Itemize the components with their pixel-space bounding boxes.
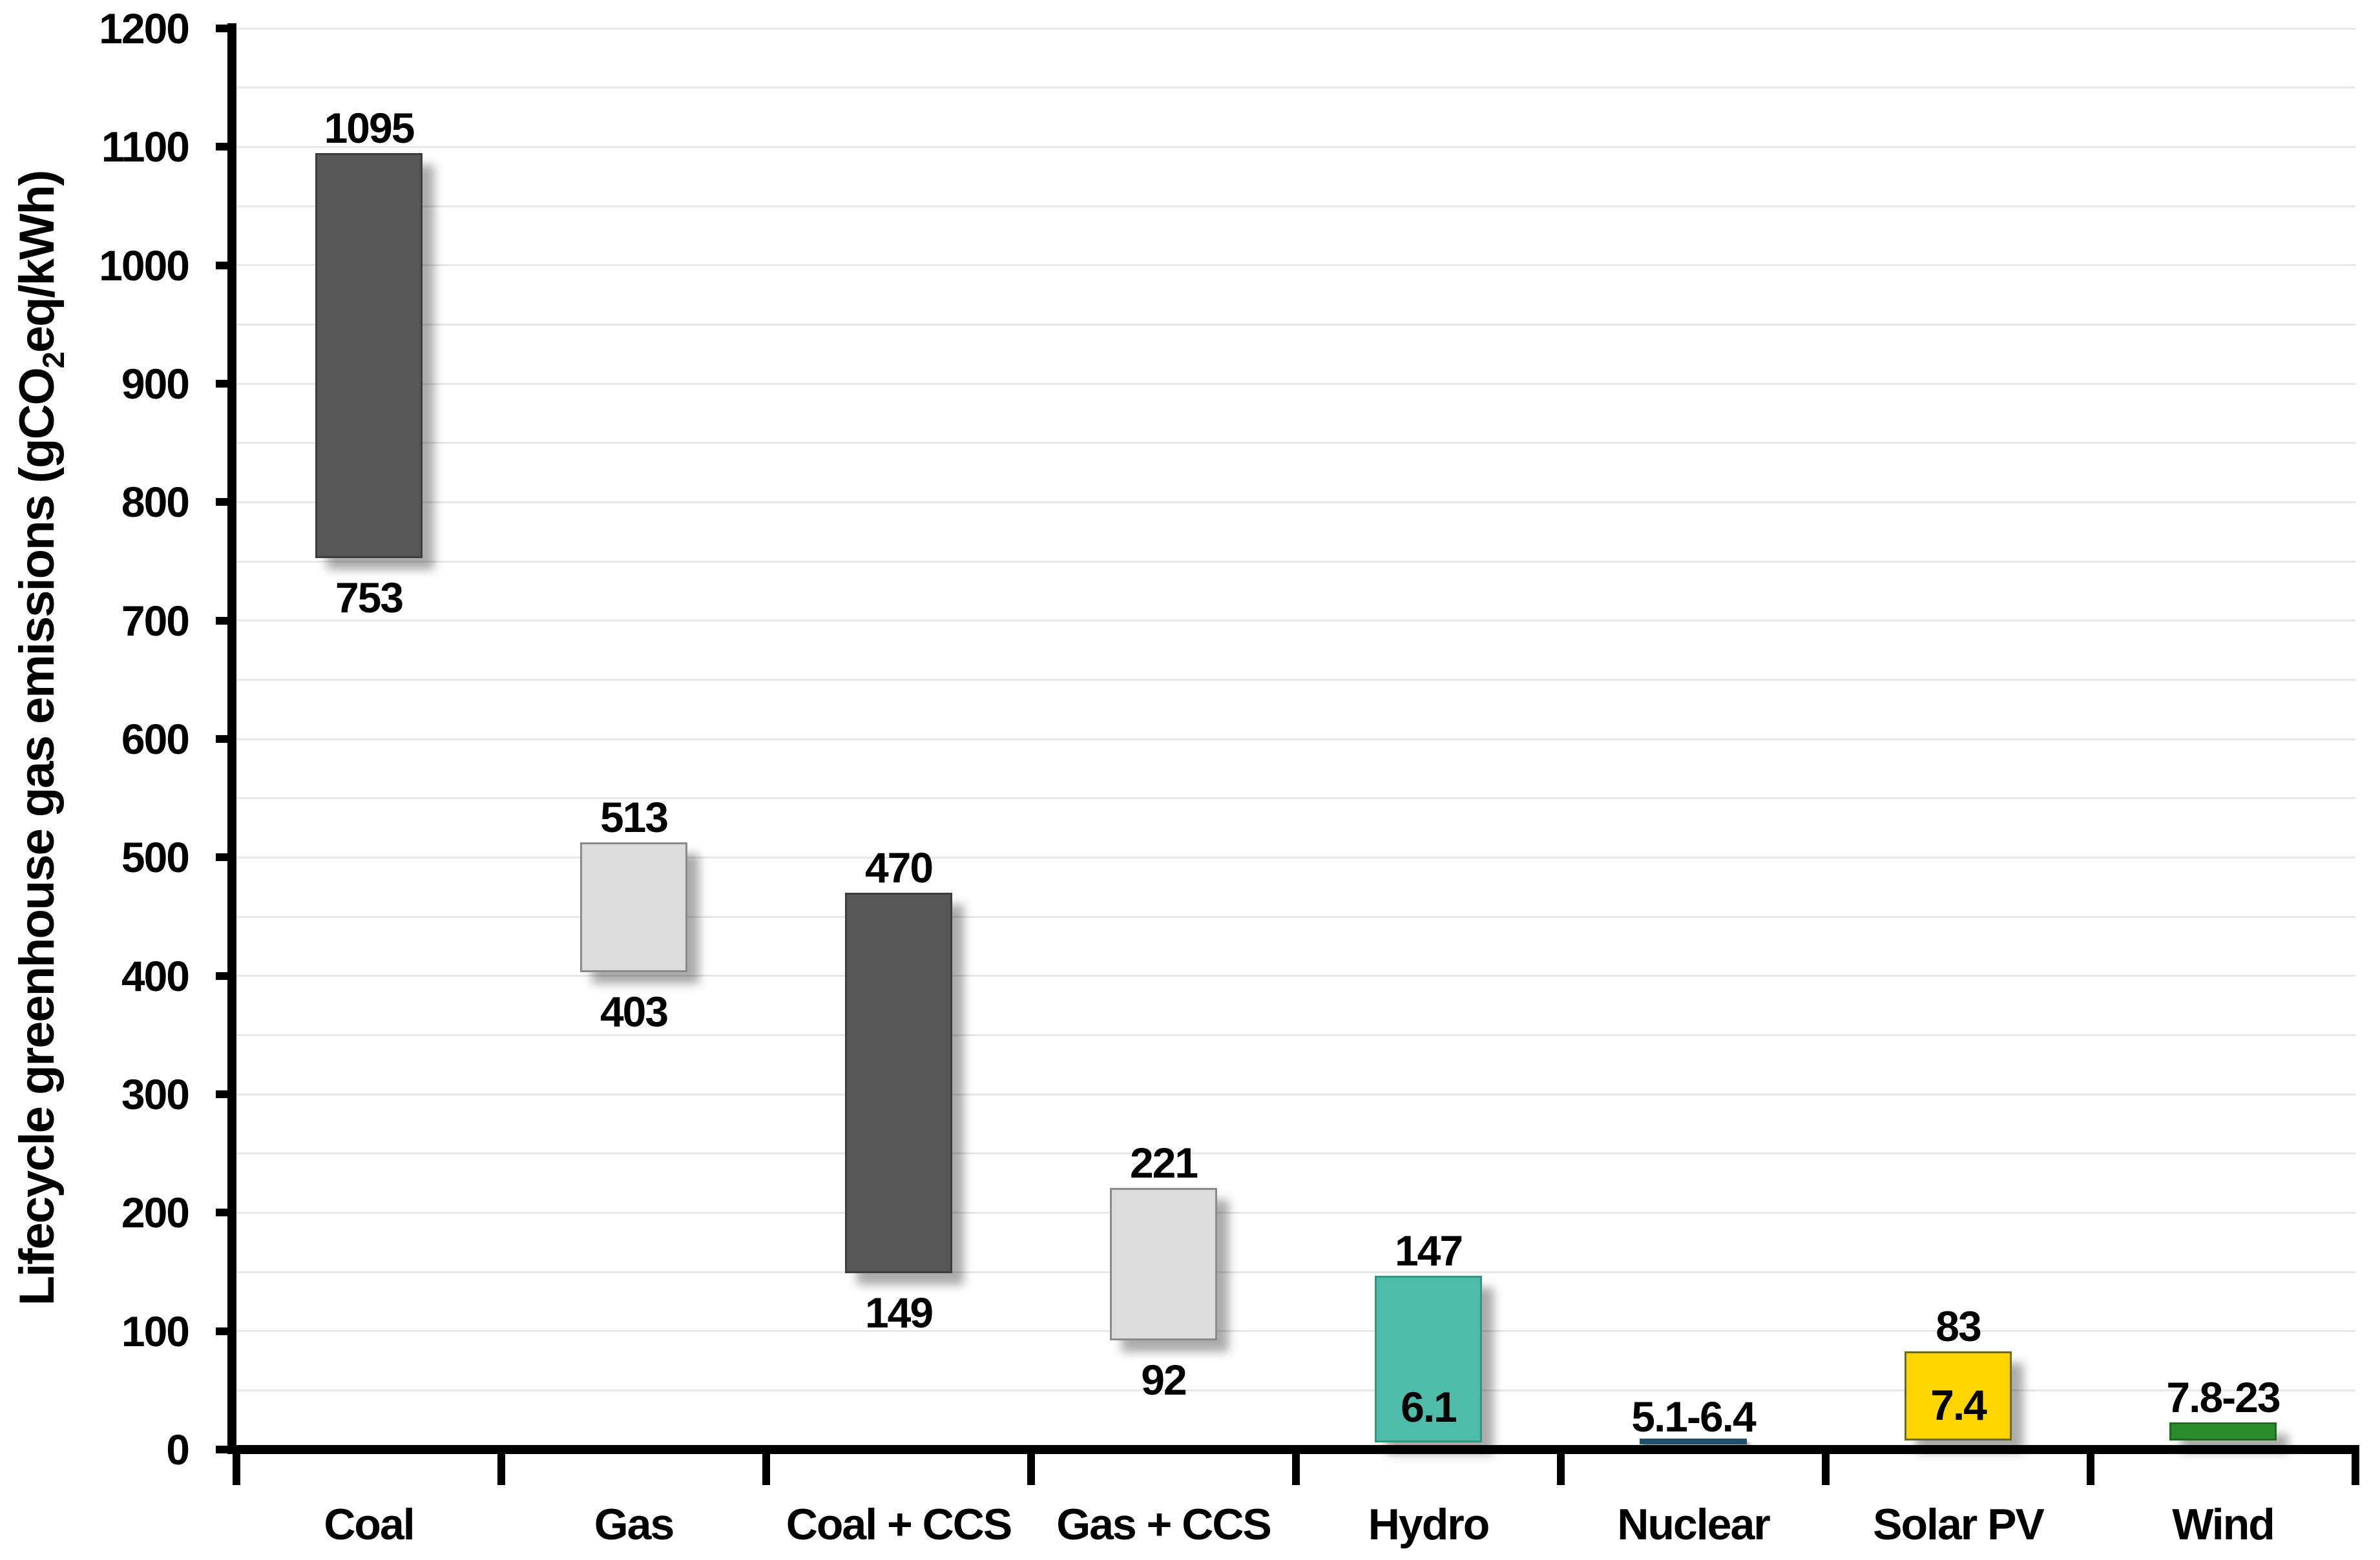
gridline-600 <box>236 738 2355 740</box>
y-tick-0 <box>216 1446 236 1453</box>
value-label-max-hydro: 147 <box>1394 1226 1463 1274</box>
x-tick-1 <box>497 1454 505 1485</box>
y-tick-label-300: 300 <box>121 1070 190 1118</box>
y-tick-label-100: 100 <box>121 1307 190 1355</box>
y-tick-400 <box>216 972 236 980</box>
value-label-max-solar-pv: 83 <box>1936 1302 1981 1350</box>
gridline-1050 <box>236 205 2355 207</box>
gridline-350 <box>236 1034 2355 1036</box>
x-tick-6 <box>1822 1454 1830 1485</box>
y-tick-200 <box>216 1209 236 1217</box>
category-label-gas: Gas <box>594 1500 675 1549</box>
x-tick-4 <box>1292 1454 1300 1485</box>
y-tick-900 <box>216 380 236 388</box>
bar-wind <box>2169 1422 2277 1440</box>
category-label-coal: Coal <box>324 1500 415 1549</box>
y-tick-label-500: 500 <box>121 833 190 882</box>
gridline-1100 <box>236 145 2355 148</box>
category-label-hydro: Hydro <box>1368 1500 1490 1549</box>
value-label-max-gas-ccs: 221 <box>1129 1138 1198 1187</box>
y-tick-300 <box>216 1090 236 1098</box>
category-label-coal-ccs: Coal + CCS <box>786 1500 1012 1549</box>
y-tick-800 <box>216 498 236 506</box>
value-label-min-gas: 403 <box>600 988 669 1036</box>
gridline-500 <box>236 856 2355 858</box>
bar-gas <box>580 842 687 973</box>
bar-gas-ccs <box>1110 1187 1217 1341</box>
gridline-150 <box>236 1271 2355 1273</box>
category-label-nuclear: Nuclear <box>1617 1500 1770 1549</box>
gridline-1000 <box>236 264 2355 267</box>
y-tick-500 <box>216 853 236 862</box>
category-label-gas-ccs: Gas + CCS <box>1056 1500 1272 1549</box>
y-tick-label-0: 0 <box>166 1426 190 1473</box>
gridline-550 <box>236 797 2355 800</box>
y-tick-1000 <box>216 261 236 269</box>
category-label-wind: Wind <box>2172 1500 2275 1549</box>
gridline-300 <box>236 1093 2355 1096</box>
y-tick-700 <box>216 616 236 625</box>
y-tick-1100 <box>216 143 236 151</box>
value-label-min-coal-ccs: 149 <box>864 1288 934 1336</box>
gridline-50 <box>236 1389 2355 1391</box>
x-axis-line <box>227 1445 2359 1454</box>
value-label-max-coal: 1095 <box>324 103 415 152</box>
category-label-solar-pv: Solar PV <box>1873 1500 2045 1549</box>
y-tick-label-1000: 1000 <box>99 241 190 289</box>
y-tick-label-800: 800 <box>121 478 190 526</box>
y-tick-label-700: 700 <box>121 596 190 645</box>
x-tick-2 <box>762 1454 770 1485</box>
y-tick-label-1200: 1200 <box>99 5 190 52</box>
value-label-max-coal-ccs: 470 <box>864 844 934 892</box>
value-label-min-gas-ccs: 92 <box>1141 1356 1187 1404</box>
gridline-400 <box>236 975 2355 977</box>
gridline-1150 <box>236 87 2355 89</box>
value-label-max-nuclear: 5.1-6.4 <box>1631 1393 1756 1441</box>
y-tick-label-900: 900 <box>121 360 190 408</box>
x-tick-8 <box>2352 1454 2359 1485</box>
gridline-850 <box>236 442 2355 444</box>
y-tick-1200 <box>216 25 236 32</box>
gridline-200 <box>236 1211 2355 1214</box>
gridline-800 <box>236 501 2355 503</box>
gridline-950 <box>236 323 2355 326</box>
y-tick-100 <box>216 1327 236 1335</box>
bar-coal <box>315 152 423 558</box>
x-tick-5 <box>1557 1454 1565 1485</box>
y-tick-label-600: 600 <box>121 715 190 763</box>
gridline-650 <box>236 678 2355 681</box>
bar-hydro <box>1375 1275 1482 1442</box>
gridline-1200 <box>236 27 2355 30</box>
gridline-100 <box>236 1330 2355 1333</box>
bar-nuclear <box>1640 1439 1747 1445</box>
y-tick-label-200: 200 <box>121 1189 190 1237</box>
x-tick-7 <box>2087 1454 2094 1485</box>
x-tick-3 <box>1027 1454 1035 1485</box>
x-tick-0 <box>233 1454 240 1485</box>
gridline-750 <box>236 560 2355 563</box>
value-label-max-gas: 513 <box>600 793 669 841</box>
value-label-inside-hydro: 6.1 <box>1401 1382 1457 1431</box>
gridline-250 <box>236 1152 2355 1155</box>
gridline-900 <box>236 382 2355 385</box>
y-tick-600 <box>216 735 236 743</box>
y-tick-label-400: 400 <box>121 952 190 1000</box>
y-tick-label-1100: 1100 <box>101 123 190 171</box>
value-label-max-wind: 7.8-23 <box>2166 1373 2281 1421</box>
gridline-700 <box>236 619 2355 622</box>
gridline-450 <box>236 915 2355 918</box>
value-label-min-coal: 753 <box>335 573 404 621</box>
bar-solar-pv <box>1905 1351 2012 1441</box>
bar-coal-ccs <box>845 893 952 1273</box>
value-label-inside-solar-pv: 7.4 <box>1930 1381 1987 1430</box>
